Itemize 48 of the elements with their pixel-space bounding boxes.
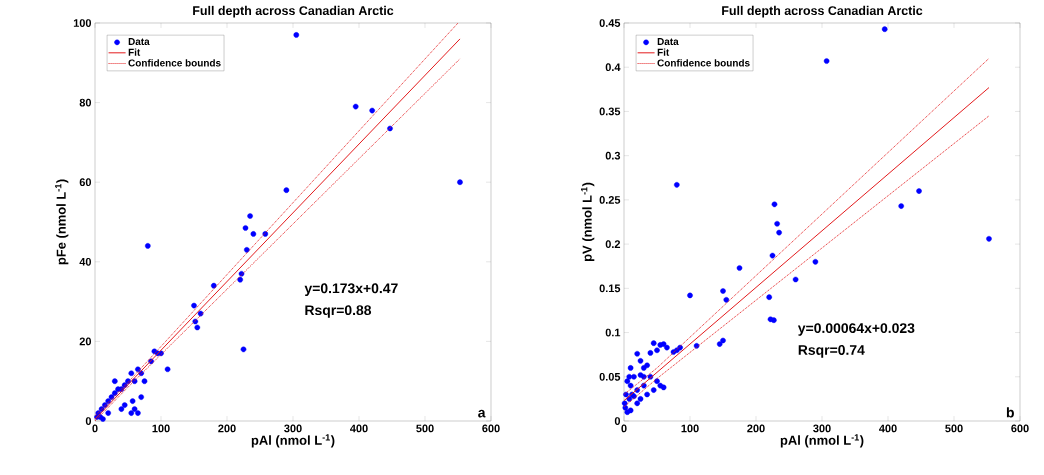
y-tick-label: 0.25 xyxy=(599,196,621,204)
x-tick-label: 600 xyxy=(1011,424,1029,433)
y-tick-label: 0.35 xyxy=(599,107,621,116)
y-tick-label: 0.45 xyxy=(599,19,621,27)
y-tick-label: 60 xyxy=(79,178,92,187)
y-axis-title: pFe (nmol L$^{-1}$) xyxy=(55,179,69,265)
y-tick-label: 0.2 xyxy=(605,240,621,248)
x-tick-label: 300 xyxy=(813,424,831,433)
x-tick-label: 300 xyxy=(284,424,302,433)
annotation: y=0.173x+0.47 xyxy=(304,283,398,296)
x-tick-label: 200 xyxy=(218,424,236,433)
annotation: y=0.00064x+0.023 xyxy=(797,323,915,336)
x-tick-label: 0 xyxy=(621,424,627,433)
legend-label: Data xyxy=(128,38,150,46)
x-tick-label: 400 xyxy=(879,424,897,433)
x-tick-label: 200 xyxy=(747,424,765,433)
y-tick-label: 80 xyxy=(79,98,92,107)
y-tick-label: 0.3 xyxy=(605,151,621,160)
x-axis-title: pAl (nmol L$^{-1}$) xyxy=(780,434,864,448)
annotation: Rsqr=0.74 xyxy=(798,345,865,358)
legend-label: Data xyxy=(657,38,679,46)
y-tick-label: 0.4 xyxy=(605,63,621,72)
chart-title: Full depth across Canadian Arctic xyxy=(722,5,923,18)
y-axis-title: pV (nmol L$^{-1}$) xyxy=(581,182,595,262)
y-tick-label: 20 xyxy=(79,337,92,346)
x-axis-title: pAl (nmol L$^{-1}$) xyxy=(251,434,335,448)
y-tick-label: 0.05 xyxy=(599,372,621,381)
x-tick-label: 500 xyxy=(416,424,434,433)
y-tick-label: 100 xyxy=(73,19,92,27)
legend-label: Confidence bounds xyxy=(657,59,750,67)
x-tick-label: 600 xyxy=(482,424,500,433)
legend-label: Fit xyxy=(128,48,141,56)
legend-label: Fit xyxy=(657,48,670,56)
legend-label: Confidence bounds xyxy=(128,59,221,67)
y-tick-label: 0 xyxy=(85,417,92,425)
x-tick-label: 100 xyxy=(152,424,170,433)
y-tick-label: 40 xyxy=(79,257,92,266)
chart-title: Full depth across Canadian Arctic xyxy=(193,5,394,18)
x-tick-label: 500 xyxy=(945,424,963,433)
y-tick-label: 0.1 xyxy=(605,328,621,337)
x-tick-label: 0 xyxy=(92,424,98,433)
annotation: a xyxy=(478,409,486,418)
y-tick-label: 0.15 xyxy=(599,284,621,293)
x-tick-label: 400 xyxy=(350,424,368,433)
annotation: Rsqr=0.88 xyxy=(305,305,372,318)
annotation: b xyxy=(1006,407,1014,418)
x-tick-label: 100 xyxy=(681,424,699,433)
y-tick-label: 0 xyxy=(614,417,621,425)
